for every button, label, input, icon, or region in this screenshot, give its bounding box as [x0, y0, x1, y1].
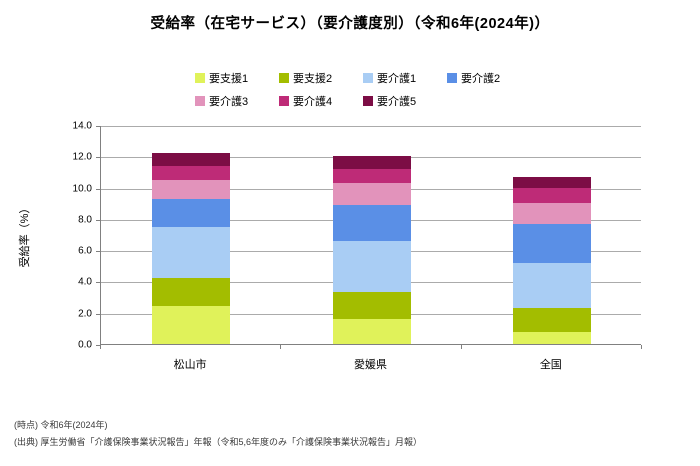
- bar-segment-松山市-要支援1[interactable]: [152, 306, 231, 344]
- ytick-label-2.0: 2.0: [78, 308, 92, 320]
- bar-segment-松山市-要介護5[interactable]: [152, 153, 231, 166]
- legend-swatch-icon: [279, 72, 289, 83]
- legend-item-要支援1[interactable]: 要支援1: [195, 66, 279, 89]
- bar-segment-愛媛県-要介護4[interactable]: [332, 168, 411, 183]
- bar-segment-愛媛県-要介護2[interactable]: [332, 204, 411, 241]
- bar-segment-愛媛県-要支援1[interactable]: [332, 318, 411, 344]
- xtick-mark: [641, 345, 642, 349]
- bar-segment-全国-要介護1[interactable]: [512, 262, 591, 309]
- footer-source: (出典) 厚生労働省「介護保険事業状況報告」年報（令和5,6年度のみ「介護保険事…: [14, 437, 423, 447]
- xtick-label-全国: 全国: [539, 359, 562, 371]
- legend-label: 要介護3: [209, 95, 249, 108]
- legend-label: 要介護4: [293, 95, 333, 108]
- bar-segment-愛媛県-要介護3[interactable]: [332, 182, 411, 205]
- xtick-label-愛媛県: 愛媛県: [353, 359, 387, 371]
- ytick-label-4.0: 4.0: [78, 276, 92, 288]
- legend-item-要介護1[interactable]: 要介護1: [363, 66, 447, 89]
- legend-swatch-icon: [279, 95, 289, 106]
- bar-松山市[interactable]: [152, 153, 231, 344]
- ytick-mark: [96, 313, 100, 315]
- gridline-14: [101, 126, 641, 127]
- ytick-label-6.0: 6.0: [78, 245, 92, 257]
- ytick-mark: [96, 345, 100, 346]
- footer-timepoint: (時点) 令和6年(2024年): [14, 420, 108, 430]
- bar-segment-全国-要支援2[interactable]: [512, 308, 591, 332]
- legend-swatch-icon: [447, 72, 457, 83]
- bar-愛媛県[interactable]: [332, 156, 411, 344]
- legend-label: 要介護2: [461, 72, 501, 85]
- bar-segment-愛媛県-要支援2[interactable]: [332, 292, 411, 319]
- ytick-label-10.0: 10.0: [72, 183, 92, 195]
- bar-segment-全国-要介護5[interactable]: [512, 176, 591, 188]
- bar-segment-松山市-要介護1[interactable]: [152, 226, 231, 279]
- bar-segment-全国-要支援1[interactable]: [512, 331, 591, 344]
- ytick-label-14.0: 14.0: [72, 120, 92, 132]
- legend-item-要介護2[interactable]: 要介護2: [447, 66, 531, 89]
- legend: 要支援1 要支援2 要介護1 要介護2 要介護3 要介護4 要介護5: [195, 66, 547, 112]
- legend-swatch-icon: [195, 95, 205, 106]
- ytick-label-0.0: 0.0: [78, 339, 92, 351]
- bar-segment-全国-要介護4[interactable]: [512, 187, 591, 204]
- ytick-mark: [96, 282, 100, 284]
- ytick-mark: [96, 157, 100, 159]
- legend-swatch-icon: [363, 72, 373, 83]
- legend-item-要介護3[interactable]: 要介護3: [195, 89, 279, 112]
- legend-swatch-icon: [363, 95, 373, 106]
- bar-segment-松山市-要介護3[interactable]: [152, 179, 231, 199]
- xtick-label-松山市: 松山市: [173, 359, 207, 371]
- bar-segment-愛媛県-要介護1[interactable]: [332, 240, 411, 293]
- bar-segment-全国-要介護2[interactable]: [512, 223, 591, 263]
- bar-全国[interactable]: [512, 176, 591, 344]
- ytick-mark: [96, 219, 100, 221]
- legend-label: 要介護1: [377, 72, 417, 85]
- bar-segment-愛媛県-要介護5[interactable]: [332, 156, 411, 169]
- plot-area: [100, 126, 641, 345]
- legend-swatch-icon: [195, 72, 205, 83]
- bar-segment-全国-要介護3[interactable]: [512, 203, 591, 224]
- footer: (時点) 令和6年(2024年) (出典) 厚生労働省「介護保険事業状況報告」年…: [14, 417, 422, 451]
- ytick-mark: [96, 126, 100, 127]
- legend-item-要介護4[interactable]: 要介護4: [279, 89, 363, 112]
- xtick-mark: [460, 345, 462, 349]
- legend-item-要介護5[interactable]: 要介護5: [363, 89, 447, 112]
- legend-label: 要介護5: [377, 95, 417, 108]
- xtick-mark: [100, 345, 101, 349]
- legend-label: 要支援1: [209, 72, 249, 85]
- ytick-mark: [96, 188, 100, 190]
- chart-title: 受給率（在宅サービス）（要介護度別）（令和6年(2024年)）: [150, 16, 550, 32]
- ytick-mark: [96, 251, 100, 253]
- bar-segment-松山市-要支援2[interactable]: [152, 278, 231, 307]
- legend-label: 要支援2: [293, 72, 333, 85]
- legend-item-要支援2[interactable]: 要支援2: [279, 66, 363, 89]
- xtick-mark: [280, 345, 282, 349]
- ytick-label-12.0: 12.0: [72, 151, 92, 163]
- y-axis-title: 受給率（%）: [19, 202, 31, 268]
- ytick-label-8.0: 8.0: [78, 214, 92, 226]
- bar-segment-松山市-要介護4[interactable]: [152, 165, 231, 180]
- bar-segment-松山市-要介護2[interactable]: [152, 198, 231, 227]
